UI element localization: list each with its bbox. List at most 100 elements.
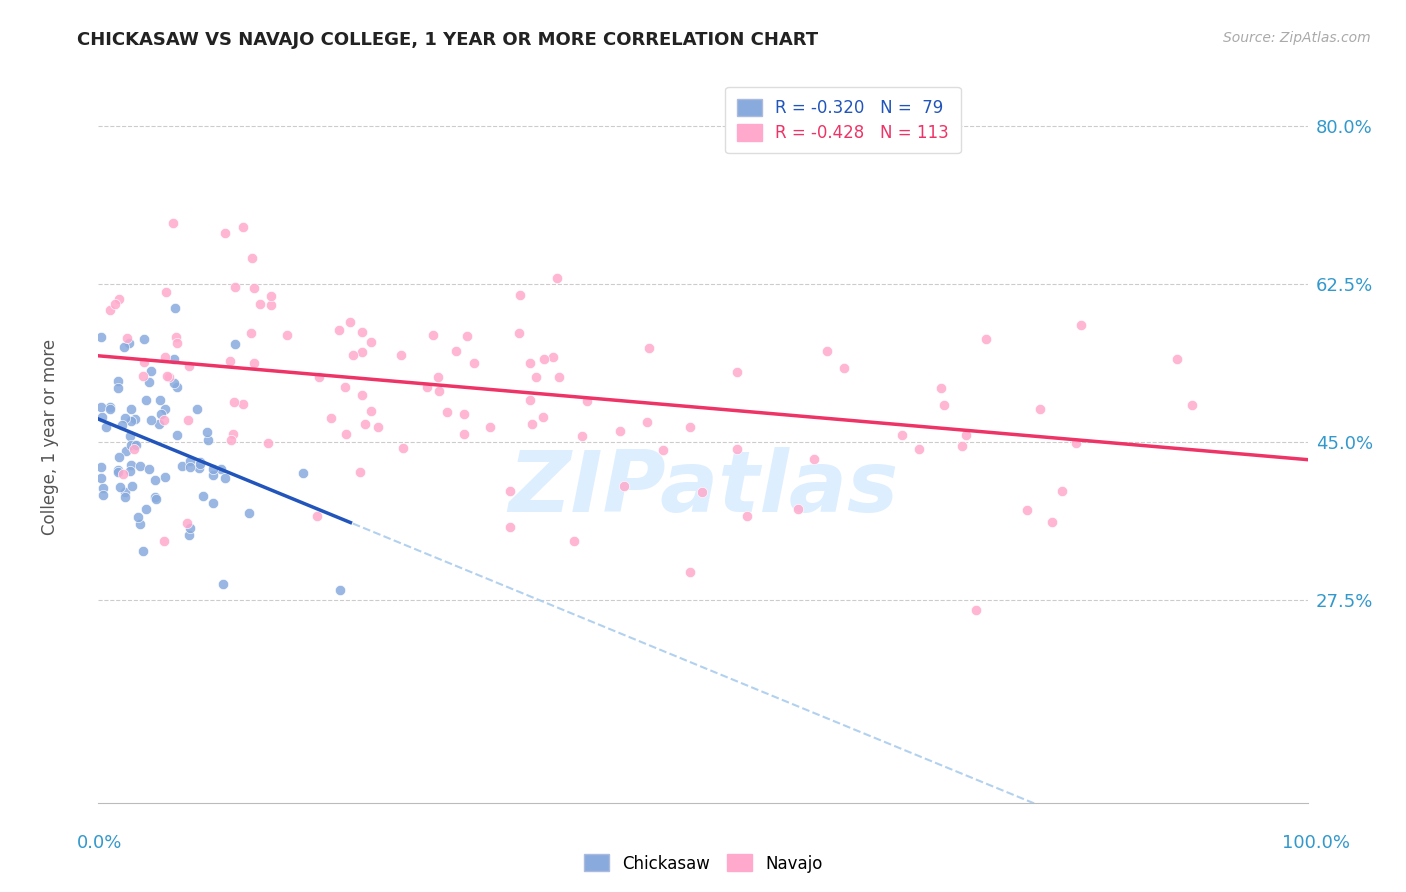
Point <box>974 332 997 346</box>
Point <box>152 534 174 549</box>
Point <box>202 496 225 510</box>
Point <box>219 433 242 447</box>
Point <box>932 397 955 411</box>
Point <box>519 393 541 408</box>
Point <box>214 226 236 240</box>
Point <box>832 360 855 375</box>
Point <box>166 335 188 350</box>
Point <box>509 288 531 302</box>
Point <box>456 328 478 343</box>
Point <box>120 414 142 428</box>
Text: ZIPatlas: ZIPatlas <box>508 447 898 530</box>
Point <box>115 331 138 345</box>
Point <box>122 442 145 456</box>
Point <box>238 506 260 520</box>
Point <box>114 485 136 500</box>
Point <box>107 465 129 479</box>
Point <box>350 326 373 340</box>
Point <box>360 334 382 349</box>
Point <box>524 369 547 384</box>
Point <box>127 509 149 524</box>
Point <box>350 388 373 402</box>
Point <box>305 509 328 524</box>
Y-axis label: College, 1 year or more: College, 1 year or more <box>41 339 59 535</box>
Point <box>135 392 157 407</box>
Point <box>224 279 246 293</box>
Point <box>120 401 142 416</box>
Point <box>143 490 166 504</box>
Point <box>188 460 211 475</box>
Point <box>1070 318 1092 333</box>
Point <box>249 297 271 311</box>
Point <box>91 488 114 502</box>
Point <box>335 427 357 442</box>
Point <box>453 426 475 441</box>
Point <box>135 502 157 516</box>
Point <box>499 484 522 499</box>
Point <box>543 350 565 364</box>
Point <box>737 509 759 524</box>
Point <box>891 427 914 442</box>
Point <box>360 404 382 418</box>
Point <box>211 577 233 591</box>
Point <box>191 489 214 503</box>
Point <box>531 410 554 425</box>
Point <box>389 348 412 362</box>
Point <box>165 330 187 344</box>
Point <box>416 380 439 394</box>
Point <box>114 490 136 504</box>
Point <box>243 281 266 295</box>
Point <box>107 450 129 465</box>
Point <box>609 425 631 439</box>
Point <box>111 418 134 433</box>
Point <box>955 428 977 442</box>
Point <box>367 420 389 434</box>
Point <box>143 473 166 487</box>
Point <box>209 462 232 476</box>
Point <box>1066 435 1088 450</box>
Point <box>453 408 475 422</box>
Point <box>260 289 283 303</box>
Point <box>157 370 180 384</box>
Point <box>242 356 264 370</box>
Point <box>219 354 242 368</box>
Point <box>177 413 200 427</box>
Point <box>120 437 142 451</box>
Point <box>177 528 200 542</box>
Point <box>392 441 415 455</box>
Point <box>138 462 160 476</box>
Point <box>188 455 211 469</box>
Point <box>350 344 373 359</box>
Point <box>575 393 598 408</box>
Point <box>571 429 593 443</box>
Point <box>427 384 450 398</box>
Point <box>637 341 659 355</box>
Point <box>93 481 115 495</box>
Point <box>90 460 112 475</box>
Point <box>329 582 352 597</box>
Point <box>139 412 162 426</box>
Point <box>112 467 135 482</box>
Point <box>166 380 188 394</box>
Point <box>508 326 530 341</box>
Point <box>96 420 118 434</box>
Point <box>195 425 218 439</box>
Point <box>162 216 184 230</box>
Point <box>239 326 262 340</box>
Point <box>929 381 952 395</box>
Point <box>353 417 375 431</box>
Point <box>139 364 162 378</box>
Point <box>499 519 522 533</box>
Point <box>548 369 571 384</box>
Point <box>186 401 208 416</box>
Point <box>124 412 146 426</box>
Point <box>176 516 198 530</box>
Point <box>179 459 201 474</box>
Point <box>1181 398 1204 412</box>
Legend: Chickasaw, Navajo: Chickasaw, Navajo <box>576 847 830 880</box>
Point <box>163 376 186 391</box>
Point <box>129 459 152 474</box>
Point <box>120 429 142 443</box>
Point <box>636 415 658 429</box>
Point <box>463 356 485 370</box>
